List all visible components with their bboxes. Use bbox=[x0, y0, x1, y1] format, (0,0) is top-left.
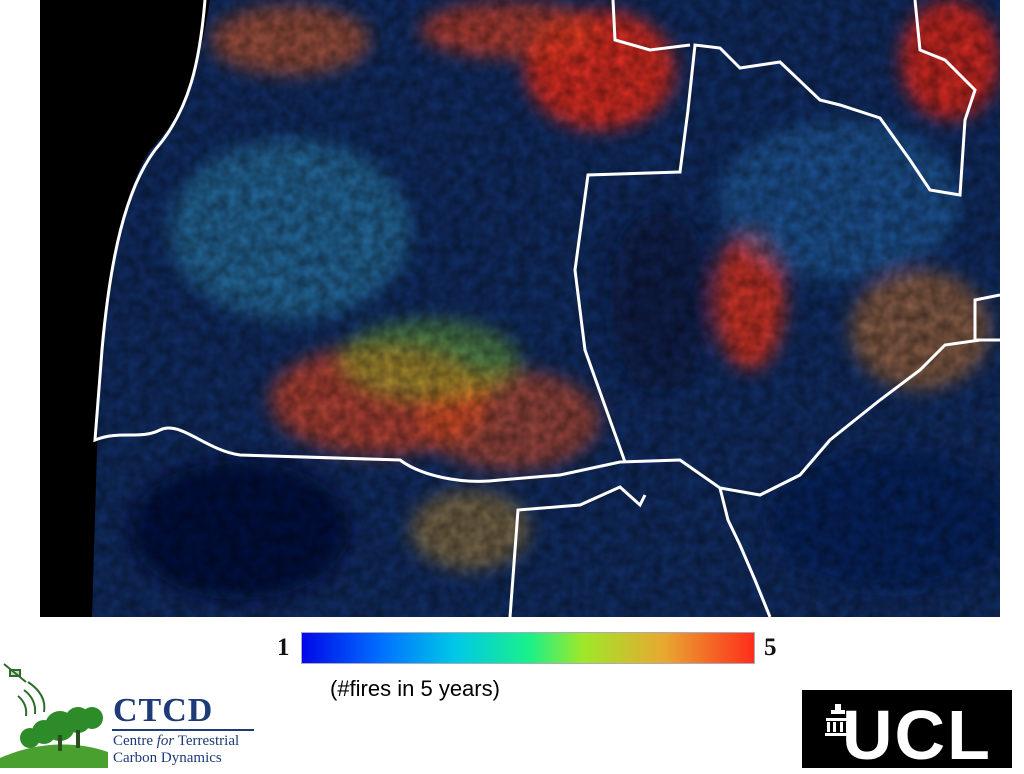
legend-min-label: 1 bbox=[277, 634, 290, 661]
ctcd-abbreviation: CTCD bbox=[113, 692, 214, 729]
ucl-wordmark: UCL bbox=[842, 696, 992, 774]
legend-caption: (#fires in 5 years) bbox=[330, 676, 500, 701]
ctcd-name-line2: Carbon Dynamics bbox=[113, 750, 222, 766]
ucl-logo bbox=[802, 690, 1012, 768]
fire-frequency-map bbox=[40, 0, 1000, 617]
trees-icon bbox=[20, 707, 103, 751]
legend-max-label: 5 bbox=[764, 634, 777, 661]
hill-shape bbox=[0, 744, 108, 768]
ucl-portico-icon bbox=[825, 704, 851, 736]
satellite-icon bbox=[3, 663, 46, 717]
ctcd-name-line1: Centre for Terrestrial bbox=[113, 733, 240, 749]
border-lines bbox=[93, 0, 1000, 617]
legend-colorbar bbox=[301, 632, 755, 664]
ctcd-logo bbox=[0, 660, 270, 768]
ctcd-rule bbox=[112, 729, 254, 731]
